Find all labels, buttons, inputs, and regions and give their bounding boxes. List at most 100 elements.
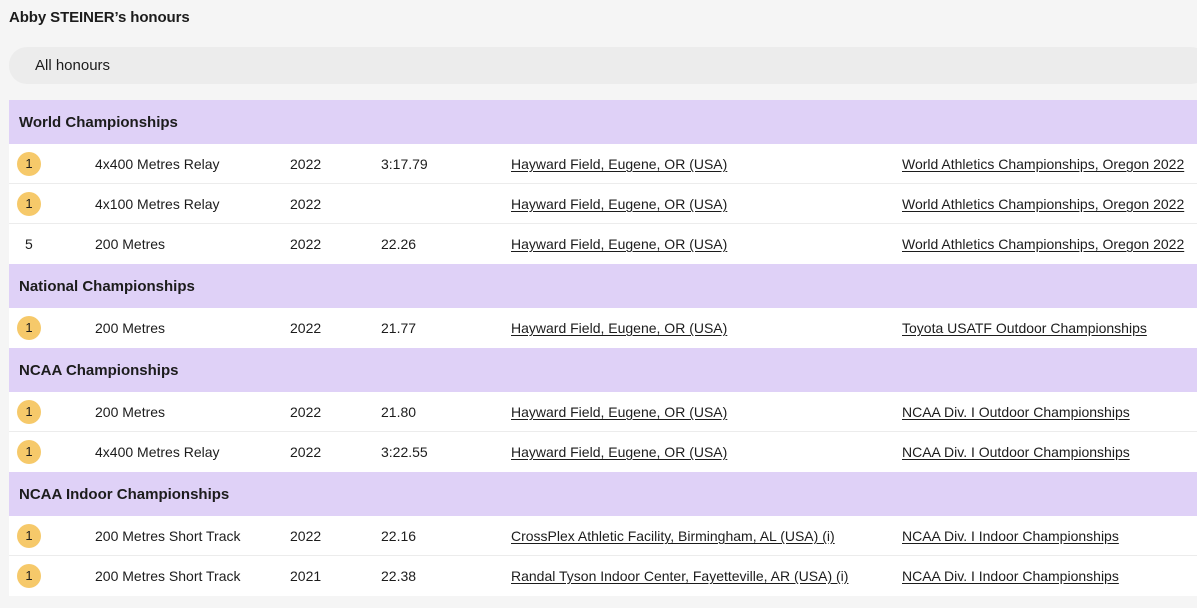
venue-link[interactable]: Hayward Field, Eugene, OR (USA) <box>511 156 728 172</box>
event-text: 200 Metres Short Track <box>95 568 241 584</box>
table-row: 1 200 Metres 2022 21.77 Hayward Field, Eugen… <box>9 308 1197 348</box>
event-cell: 200 Metres Short Track <box>95 516 241 556</box>
competition-cell: World Athletics Championships, Oregon 20… <box>902 224 1184 264</box>
competition-link[interactable]: World Athletics Championships, Oregon 20… <box>902 156 1185 172</box>
mark-text: 22.16 <box>381 528 417 544</box>
venue-cell: Hayward Field, Eugene, OR (USA) <box>511 308 727 348</box>
event-cell: 4x400 Metres Relay <box>95 144 220 184</box>
competition-cell: NCAA Div. I Indoor Championships <box>902 516 1119 556</box>
year-cell: 2022 <box>290 392 321 432</box>
year-cell: 2022 <box>290 308 321 348</box>
year-text: 2021 <box>290 568 322 584</box>
gold-medal-badge: 1 <box>17 440 41 464</box>
venue-cell: Hayward Field, Eugene, OR (USA) <box>511 184 727 224</box>
table-row: 1 200 Metres Short Track 2022 22.16 CrossPle… <box>9 516 1197 556</box>
year-cell: 2022 <box>290 184 321 224</box>
page-title: Abby STEINER’s honours <box>9 9 190 26</box>
year-text: 2022 <box>290 528 322 544</box>
table-row: 1 4x100 Metres Relay 2022 Hayward Field, Eu… <box>9 184 1197 224</box>
gold-medal-badge: 1 <box>17 316 41 340</box>
mark-text: 3:17.79 <box>381 156 428 172</box>
venue-cell: Hayward Field, Eugene, OR (USA) <box>511 224 727 264</box>
year-text: 2022 <box>290 196 322 212</box>
place-cell: 1 <box>17 556 43 596</box>
year-text: 2022 <box>290 404 322 420</box>
year-text: 2022 <box>290 320 322 336</box>
place-cell: 1 <box>17 184 43 224</box>
venue-cell: Randal Tyson Indoor Center, Fayetteville… <box>511 556 848 596</box>
event-cell: 4x400 Metres Relay <box>95 432 220 472</box>
venue-link[interactable]: Hayward Field, Eugene, OR (USA) <box>511 196 728 212</box>
competition-cell: NCAA Div. I Outdoor Championships <box>902 392 1130 432</box>
mark-text: 21.80 <box>381 404 417 420</box>
venue-cell: CrossPlex Athletic Facility, Birmingham,… <box>511 516 835 556</box>
place-number: 5 <box>25 236 33 252</box>
competition-link[interactable]: World Athletics Championships, Oregon 20… <box>902 236 1185 252</box>
mark-cell: 3:17.79 <box>381 144 428 184</box>
place-cell: 5 <box>17 224 43 264</box>
event-cell: 200 Metres <box>95 308 165 348</box>
year-cell: 2021 <box>290 556 321 596</box>
event-text: 200 Metres <box>95 320 166 336</box>
mark-cell: 21.80 <box>381 392 416 432</box>
place-cell: 1 <box>17 144 43 184</box>
year-text: 2022 <box>290 156 322 172</box>
table-row: 1 200 Metres Short Track 2021 22.38 Randal T… <box>9 556 1197 596</box>
place-cell: 1 <box>17 432 43 472</box>
event-cell: 4x100 Metres Relay <box>95 184 220 224</box>
venue-cell: Hayward Field, Eugene, OR (USA) <box>511 144 727 184</box>
mark-cell: 3:22.55 <box>381 432 428 472</box>
competition-link[interactable]: World Athletics Championships, Oregon 20… <box>902 196 1185 212</box>
venue-link[interactable]: Hayward Field, Eugene, OR (USA) <box>511 444 728 460</box>
competition-link[interactable]: Toyota USATF Outdoor Championships <box>902 320 1147 336</box>
table-row: 1 200 Metres 2022 21.80 Hayward Field, Eugen… <box>9 392 1197 432</box>
venue-link[interactable]: Hayward Field, Eugene, OR (USA) <box>511 236 728 252</box>
venue-link[interactable]: CrossPlex Athletic Facility, Birmingham,… <box>511 528 835 544</box>
mark-cell: 22.26 <box>381 224 416 264</box>
venue-link[interactable]: Hayward Field, Eugene, OR (USA) <box>511 404 728 420</box>
mark-text: 21.77 <box>381 320 417 336</box>
year-text: 2022 <box>290 444 322 460</box>
mark-text: 22.26 <box>381 236 417 252</box>
venue-link[interactable]: Hayward Field, Eugene, OR (USA) <box>511 320 728 336</box>
competition-link[interactable]: NCAA Div. I Outdoor Championships <box>902 444 1130 460</box>
event-cell: 200 Metres Short Track <box>95 556 241 596</box>
event-text: 200 Metres <box>95 404 166 420</box>
gold-medal-badge: 1 <box>17 152 41 176</box>
competition-cell: World Athletics Championships, Oregon 20… <box>902 184 1184 224</box>
event-text: 200 Metres Short Track <box>95 528 241 544</box>
gold-medal-badge: 1 <box>17 524 41 548</box>
competition-link[interactable]: NCAA Div. I Indoor Championships <box>902 528 1119 544</box>
competition-link[interactable]: NCAA Div. I Outdoor Championships <box>902 404 1130 420</box>
mark-cell: 21.77 <box>381 308 416 348</box>
year-text: 2022 <box>290 236 322 252</box>
event-text: 4x400 Metres Relay <box>95 156 220 172</box>
event-text: 200 Metres <box>95 236 166 252</box>
gold-medal-badge: 1 <box>17 192 41 216</box>
mark-text: 22.38 <box>381 568 417 584</box>
competition-cell: NCAA Div. I Outdoor Championships <box>902 432 1130 472</box>
event-text: 4x400 Metres Relay <box>95 444 220 460</box>
honours-filter-dropdown[interactable]: All honours <box>9 47 1197 84</box>
competition-cell: World Athletics Championships, Oregon 20… <box>902 144 1184 184</box>
section-header: NCAA Indoor Championships <box>9 472 1197 516</box>
gold-medal-badge: 1 <box>17 400 41 424</box>
section-header: National Championships <box>9 264 1197 308</box>
table-row: 1 4x400 Metres Relay 2022 3:22.55 Hayward Fi… <box>9 432 1197 472</box>
place-cell: 1 <box>17 516 43 556</box>
year-cell: 2022 <box>290 516 321 556</box>
venue-link[interactable]: Randal Tyson Indoor Center, Fayetteville… <box>511 568 849 584</box>
competition-cell: NCAA Div. I Indoor Championships <box>902 556 1119 596</box>
table-row: 5 200 Metres 2022 22.26 Hayward Field, Eugen… <box>9 224 1197 264</box>
venue-cell: Hayward Field, Eugene, OR (USA) <box>511 392 727 432</box>
mark-text: 3:22.55 <box>381 444 428 460</box>
competition-link[interactable]: NCAA Div. I Indoor Championships <box>902 568 1119 584</box>
mark-cell: 22.16 <box>381 516 416 556</box>
honours-filter-label: All honours <box>35 57 111 74</box>
venue-cell: Hayward Field, Eugene, OR (USA) <box>511 432 727 472</box>
table-row: 1 4x400 Metres Relay 2022 3:17.79 Hayward Fi… <box>9 144 1197 184</box>
event-cell: 200 Metres <box>95 224 165 264</box>
event-cell: 200 Metres <box>95 392 165 432</box>
mark-cell: 22.38 <box>381 556 416 596</box>
